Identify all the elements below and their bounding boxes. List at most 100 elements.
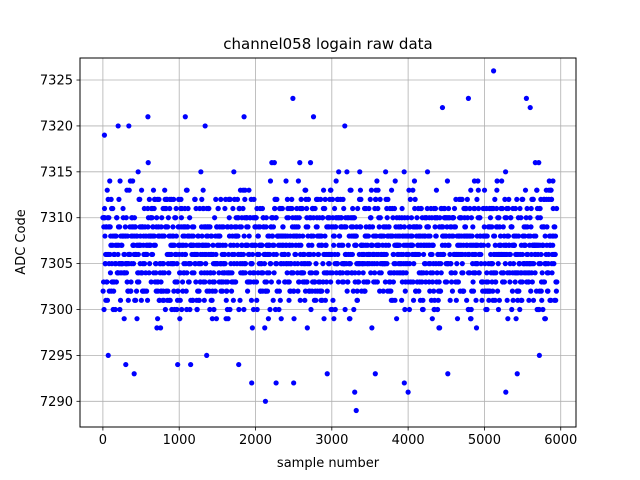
data-point — [502, 169, 509, 175]
data-point — [451, 215, 457, 221]
data-point — [241, 306, 247, 313]
data-point — [529, 279, 535, 285]
data-point — [425, 224, 432, 230]
data-point — [396, 242, 403, 248]
data-point — [467, 205, 473, 212]
data-point — [267, 306, 273, 313]
data-point — [357, 169, 363, 175]
data-point — [383, 169, 389, 175]
data-point — [502, 261, 508, 267]
data-point — [174, 279, 180, 285]
data-point — [311, 251, 317, 258]
data-point — [308, 306, 314, 313]
data-point — [474, 261, 481, 267]
data-point — [492, 196, 498, 202]
y-tick-label: 7325 — [40, 74, 73, 89]
data-point — [469, 233, 475, 239]
data-point — [269, 233, 276, 239]
data-point — [372, 270, 378, 276]
data-point — [312, 205, 318, 212]
data-point — [150, 187, 157, 193]
data-point — [410, 242, 416, 248]
data-point — [442, 205, 448, 212]
data-point — [490, 288, 496, 294]
data-point — [240, 205, 246, 212]
data-point — [319, 242, 325, 248]
data-point — [251, 270, 257, 276]
data-point — [193, 205, 199, 212]
data-point — [312, 279, 318, 285]
data-point — [444, 178, 451, 184]
data-point — [127, 251, 133, 258]
data-point — [537, 215, 543, 221]
data-point — [288, 261, 294, 267]
data-point — [394, 316, 400, 322]
y-tick-label: 7305 — [40, 257, 73, 272]
data-point — [528, 224, 534, 230]
y-tick-label: 7310 — [40, 211, 73, 226]
data-point — [358, 224, 364, 230]
data-point — [270, 297, 276, 303]
data-point — [144, 297, 151, 303]
data-point — [196, 288, 202, 294]
data-point — [298, 242, 304, 248]
data-point — [195, 233, 201, 239]
data-point — [146, 270, 152, 276]
data-point — [108, 196, 114, 202]
data-point — [179, 306, 185, 313]
data-point — [451, 205, 458, 212]
data-point — [334, 261, 341, 267]
data-point — [187, 215, 193, 221]
data-point — [353, 242, 359, 248]
outlier-point — [262, 398, 269, 404]
outlier-point — [490, 68, 497, 74]
data-point — [310, 233, 316, 239]
data-point — [322, 297, 329, 303]
data-point — [139, 270, 145, 276]
data-point — [182, 251, 189, 258]
data-point — [254, 297, 260, 303]
data-point — [376, 224, 382, 230]
data-point — [344, 288, 350, 294]
data-point — [524, 205, 530, 212]
outlier-point — [145, 114, 151, 120]
outlier-point — [182, 114, 188, 120]
data-point — [355, 205, 361, 212]
data-point — [173, 205, 179, 212]
data-point — [110, 205, 116, 212]
data-point — [378, 270, 384, 276]
data-point — [516, 288, 522, 294]
data-point — [244, 288, 251, 294]
data-point — [227, 306, 233, 313]
data-point — [492, 297, 498, 303]
data-point — [487, 215, 494, 221]
data-point — [238, 224, 244, 230]
data-point — [463, 205, 469, 212]
data-point — [125, 297, 131, 303]
data-point — [375, 187, 381, 193]
data-point — [333, 178, 339, 184]
data-point — [542, 316, 549, 322]
data-point — [253, 215, 259, 221]
outlier-point — [115, 123, 121, 129]
data-point — [153, 261, 159, 267]
data-point — [356, 270, 362, 276]
y-tick-label: 7290 — [40, 395, 73, 410]
data-point — [225, 279, 231, 285]
data-point — [242, 187, 248, 193]
data-point — [455, 279, 462, 285]
data-point — [494, 178, 500, 184]
data-point — [155, 316, 161, 322]
data-point — [433, 233, 439, 239]
data-point — [377, 215, 383, 221]
data-point — [137, 196, 143, 202]
data-point — [295, 288, 301, 294]
data-point — [446, 242, 452, 248]
data-point — [527, 233, 533, 239]
data-point — [171, 242, 177, 248]
data-point — [270, 224, 277, 230]
data-point — [144, 288, 150, 294]
data-point — [522, 187, 529, 193]
outlier-point — [342, 123, 348, 129]
data-point — [549, 270, 555, 276]
